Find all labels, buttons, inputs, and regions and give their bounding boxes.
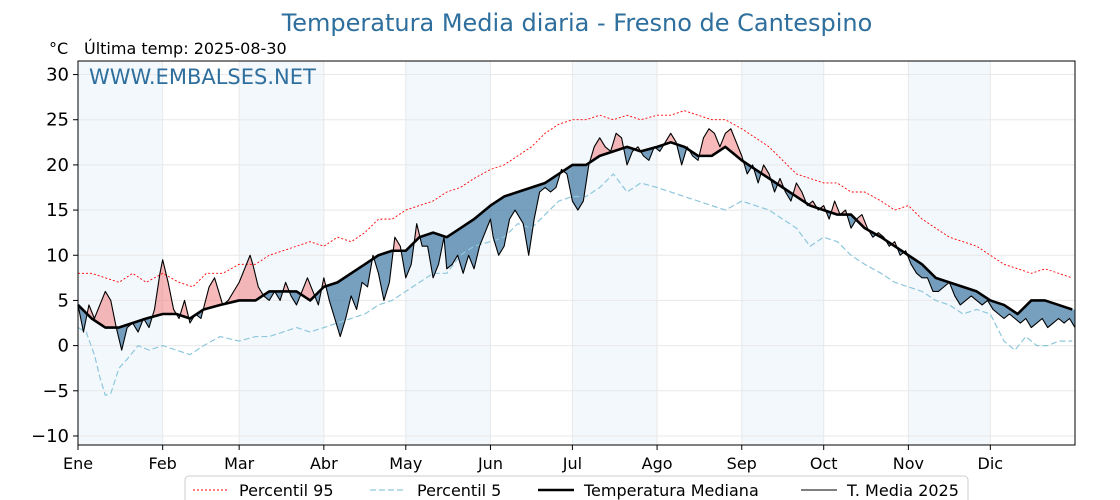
- below-median-fill: [314, 288, 322, 305]
- below-median-fill: [78, 305, 88, 333]
- below-median-fill: [784, 188, 793, 202]
- series-p5-line: [77, 173, 1073, 396]
- plot-frame: [77, 60, 1076, 446]
- legend-label-p95: Percentil 95: [239, 481, 334, 500]
- below-median-fill: [676, 144, 688, 165]
- plot-border: [77, 60, 1076, 446]
- x-tick-label: Abr: [310, 454, 338, 473]
- x-axis: Ene Feb Mar Abr May Jun Jul Ago Sep Oct Nov Dic: [63, 445, 1003, 473]
- y-tick-label: −5: [42, 381, 69, 402]
- y-axis: −10 −5 0 5 10 15 20 25 30: [31, 65, 78, 447]
- y-tick-label: 10: [46, 245, 69, 266]
- above-median-fill: [152, 259, 178, 317]
- legend-label-median: Temperatura Mediana: [583, 481, 759, 500]
- below-median-fill: [950, 282, 1075, 328]
- x-tick-label: Oct: [810, 454, 838, 473]
- y-tick-label: 5: [58, 290, 69, 311]
- above-median-fill: [663, 133, 677, 145]
- x-tick-label: Ago: [642, 454, 673, 473]
- above-median-fill: [792, 182, 807, 204]
- above-median-fill: [699, 128, 744, 162]
- below-median-fill: [563, 162, 590, 211]
- above-median-fill: [203, 277, 223, 310]
- above-median-fill: [761, 164, 772, 180]
- month-band: [908, 61, 991, 445]
- y-tick-label: −10: [31, 426, 69, 447]
- legend-label-t2025: T. Media 2025: [846, 481, 959, 500]
- below-median-fill: [289, 291, 302, 305]
- below-median-fill: [374, 250, 394, 301]
- legend-box: [184, 475, 969, 500]
- x-tick-label: May: [389, 454, 422, 473]
- x-tick-label: Ene: [63, 454, 93, 473]
- month-band: [78, 61, 163, 445]
- below-median-fill: [907, 254, 950, 292]
- below-median-fill: [275, 291, 283, 301]
- below-median-fill: [325, 259, 373, 337]
- x-tick-label: Jul: [562, 454, 582, 473]
- below-median-fill: [754, 168, 762, 183]
- month-band: [572, 61, 658, 445]
- watermark-text: WWW.EMBALSES.NET: [89, 65, 316, 89]
- unit-label: °C: [49, 39, 68, 58]
- series-p95-line: [78, 110, 1073, 288]
- below-median-fill: [771, 179, 778, 193]
- x-tick-label: Sep: [727, 454, 757, 473]
- x-tick-label: Nov: [893, 454, 924, 473]
- y-tick-label: 30: [46, 65, 69, 86]
- y-tick-label: 20: [46, 155, 69, 176]
- below-median-fill: [743, 161, 752, 174]
- below-median-fill: [420, 172, 561, 278]
- plot-background: [78, 61, 991, 445]
- x-tick-label: Mar: [224, 454, 255, 473]
- series-median-line: [77, 141, 1073, 329]
- chart-title: Temperatura Media diaria - Fresno de Can…: [281, 9, 873, 37]
- month-band: [741, 61, 824, 445]
- above-median-fill: [393, 237, 402, 251]
- x-tick-label: Feb: [149, 454, 177, 473]
- x-tick-label: Dic: [978, 454, 1004, 473]
- above-median-fill: [180, 300, 190, 319]
- legend: Percentil 95 Percentil 5 Temperatura Media…: [184, 475, 969, 500]
- y-tick-label: 25: [46, 110, 69, 131]
- above-median-fill: [856, 214, 870, 231]
- above-median-fill: [831, 201, 848, 215]
- month-band: [239, 61, 324, 445]
- x-tick-label: Jun: [477, 454, 503, 473]
- series-lines: [77, 110, 1076, 396]
- series-t2025-line: [77, 128, 1076, 351]
- legend-label-p5: Percentil 5: [417, 481, 501, 500]
- y-tick-label: 15: [46, 200, 69, 221]
- above-median-fill: [301, 277, 315, 301]
- y-tick-label: 0: [58, 336, 69, 357]
- last-temp-label: Última temp: 2025-08-30: [84, 39, 287, 58]
